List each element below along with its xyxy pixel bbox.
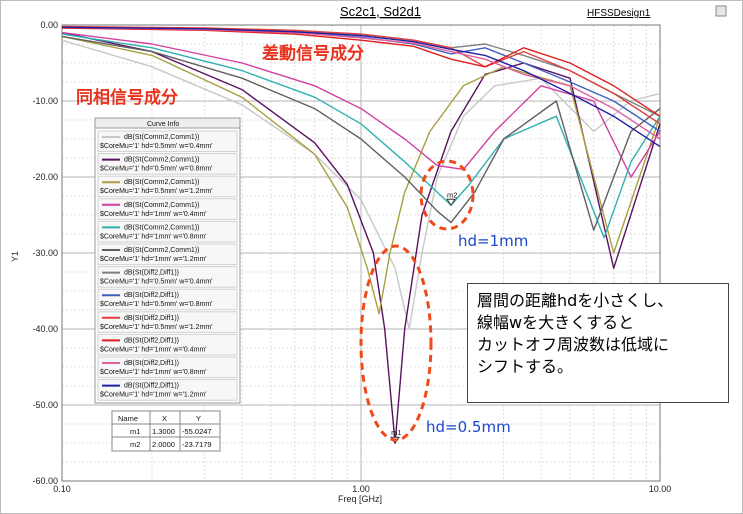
design-name: HFSSDesign1 [587, 8, 651, 19]
y-tick-label: 0.00 [40, 20, 58, 30]
legend-entry-label: dB(St(Diff2,Diff1)) [124, 360, 179, 367]
marker-label: m2 [447, 190, 457, 199]
legend-entry [97, 266, 238, 288]
note-line: シフトする。 [477, 357, 574, 376]
legend-entry-params: $CoreMu='1' hd='1mm' w='1.2mm' [100, 256, 207, 263]
legend-entry [97, 356, 238, 379]
table-cell: 2.0000 [152, 440, 175, 449]
legend-entry [97, 379, 238, 401]
axis-ticks: 0.00 -10.00 -20.00 -30.00 -40.00 -50.00 -60.00… [32, 20, 671, 494]
legend-entry [97, 333, 238, 356]
legend-entry [97, 175, 238, 198]
series-line [61, 26, 661, 148]
series-line [61, 39, 661, 330]
legend-entry-params: $CoreMu='1' hd='0.5mm' w='0.8mm' [100, 301, 212, 308]
marker-triangle [446, 198, 456, 207]
note-line: 層間の距離hdを小さくし、 [477, 291, 674, 310]
legend-entry-label: dB(St(Comm2,Comm1)) [124, 224, 199, 231]
series-line [61, 25, 661, 125]
table-header-x: X [162, 414, 167, 423]
series-line [61, 27, 661, 117]
table-cell: 1.3000 [152, 427, 175, 436]
legend-entry-params: $CoreMu='1' hd='0.5mm' w='1.2mm' [100, 324, 212, 331]
legend-entry-params: $CoreMu='1' hd='1mm' w='0.4mm' [100, 211, 207, 218]
x-axis-label: Freq [GHz] [338, 494, 382, 504]
legend-entry-params: $CoreMu='1' hd='0.5mm' w='0.4mm' [100, 143, 212, 150]
y-axis-label: Y1 [10, 251, 20, 262]
legend-entry-params: $CoreMu='1' hd='1mm' w='0.8mm' [100, 369, 207, 376]
common-mode-label: 同相信号成分 [76, 87, 178, 108]
legend-entry-label: dB(St(Diff2,Diff1)) [124, 292, 179, 299]
legend-entry-label: dB(St(Comm2,Comm1)) [124, 179, 199, 186]
legend-title: Curve Info [147, 121, 179, 128]
legend-entry [97, 220, 238, 243]
y-tick-label: -20.00 [32, 172, 58, 182]
table-cell: m2 [130, 440, 140, 449]
chart-title: Sc2c1, Sd2d1 [340, 4, 421, 19]
x-tick-label: 10.00 [649, 484, 672, 494]
table-header-name: Name [118, 414, 138, 423]
hd-1mm-label: hd=1mm [458, 232, 528, 250]
y-tick-label: -40.00 [32, 324, 58, 334]
marker-table: Name X Y m1 1.3000 -55.0247 m2 2.0000 -2… [111, 410, 221, 452]
series-group [61, 25, 661, 444]
series-line [61, 31, 661, 444]
hd-05mm-label: hd=0.5mm [426, 418, 511, 436]
series-line [61, 33, 661, 239]
series-line [61, 35, 661, 231]
legend-entry [97, 198, 238, 220]
series-line [61, 31, 661, 178]
legend: Curve Info dB(St(Comm2,Comm1)) $CoreMu='1… [94, 117, 241, 404]
legend-entry [97, 288, 238, 311]
diff-mode-label: 差動信号成分 [262, 43, 364, 64]
legend-entry-label: dB(St(Comm2,Comm1)) [124, 157, 199, 164]
corner-icon [715, 5, 727, 17]
plot-area [61, 24, 661, 482]
y-tick-label: -30.00 [32, 248, 58, 258]
highlight-ellipse-hd05mm [359, 244, 433, 442]
legend-entry-label: dB(St(Diff2,Diff1)) [124, 337, 179, 344]
note-line: カットオフ周波数は低域に [477, 335, 670, 354]
table-cell: m1 [130, 427, 140, 436]
legend-entry [97, 311, 238, 333]
y-tick-label: -10.00 [32, 96, 58, 106]
legend-entry [97, 153, 238, 175]
legend-entry-params: $CoreMu='1' hd='0.5mm' w='0.4mm' [100, 279, 212, 286]
legend-entry [97, 243, 238, 266]
marker-label: m1 [391, 428, 401, 437]
note-line: 線幅wを大きくすると [477, 313, 635, 332]
table-cell: -23.7179 [182, 440, 212, 449]
y-tick-label: -60.00 [32, 476, 58, 486]
legend-entry-params: $CoreMu='1' hd='0.5mm' w='1.2mm' [100, 188, 212, 195]
explanation-note: 層間の距離hdを小さくし、 線幅wを大きくすると カットオフ周波数は低域に シフ… [467, 283, 729, 403]
x-tick-label: 1.00 [352, 484, 370, 494]
legend-entry [97, 130, 238, 153]
highlight-ellipse-hd1mm [419, 159, 475, 231]
legend-entry-label: dB(St(Diff2,Diff1)) [124, 270, 179, 277]
legend-entry-params: $CoreMu='1' hd='1mm' w='0.8mm' [100, 233, 207, 240]
legend-entry-label: dB(St(Diff2,Diff1)) [124, 315, 179, 322]
legend-entry-params: $CoreMu='1' hd='0.5mm' w='0.8mm' [100, 166, 212, 173]
legend-entry-label: dB(St(Diff2,Diff1)) [124, 383, 179, 390]
table-header-y: Y [196, 414, 201, 423]
legend-entry-params: $CoreMu='1' hd='1mm' w='0.4mm' [100, 346, 207, 353]
table-cell: -55.0247 [182, 427, 212, 436]
legend-entry-label: dB(St(Comm2,Comm1)) [124, 202, 199, 209]
series-line [61, 35, 661, 315]
legend-entry-label: dB(St(Comm2,Comm1)) [124, 134, 199, 141]
series-line [61, 26, 661, 140]
x-tick-label: 0.10 [53, 484, 71, 494]
legend-entry-label: dB(St(Comm2,Comm1)) [124, 247, 199, 254]
y-tick-label: -50.00 [32, 400, 58, 410]
legend-entry-params: $CoreMu='1' hd='1mm' w='1.2mm' [100, 392, 207, 399]
